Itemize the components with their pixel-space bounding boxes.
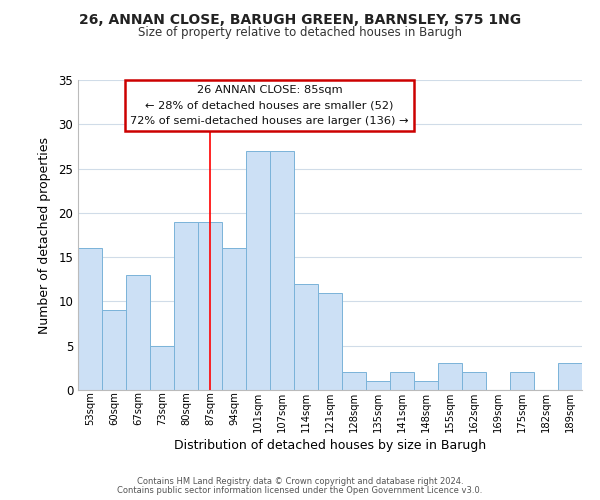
Text: Size of property relative to detached houses in Barugh: Size of property relative to detached ho…: [138, 26, 462, 39]
Bar: [414, 381, 438, 390]
Bar: [198, 222, 222, 390]
Bar: [390, 372, 414, 390]
Bar: [366, 381, 390, 390]
Bar: [318, 292, 342, 390]
Bar: [150, 346, 174, 390]
Y-axis label: Number of detached properties: Number of detached properties: [38, 136, 52, 334]
Bar: [558, 364, 582, 390]
Text: Contains HM Land Registry data © Crown copyright and database right 2024.: Contains HM Land Registry data © Crown c…: [137, 477, 463, 486]
Bar: [510, 372, 534, 390]
Bar: [246, 151, 270, 390]
Text: Contains public sector information licensed under the Open Government Licence v3: Contains public sector information licen…: [118, 486, 482, 495]
Bar: [462, 372, 486, 390]
X-axis label: Distribution of detached houses by size in Barugh: Distribution of detached houses by size …: [174, 438, 486, 452]
Bar: [102, 310, 126, 390]
Bar: [294, 284, 318, 390]
Bar: [342, 372, 366, 390]
Text: 26, ANNAN CLOSE, BARUGH GREEN, BARNSLEY, S75 1NG: 26, ANNAN CLOSE, BARUGH GREEN, BARNSLEY,…: [79, 12, 521, 26]
Bar: [270, 151, 294, 390]
Bar: [438, 364, 462, 390]
Bar: [174, 222, 198, 390]
Text: 26 ANNAN CLOSE: 85sqm
← 28% of detached houses are smaller (52)
72% of semi-deta: 26 ANNAN CLOSE: 85sqm ← 28% of detached …: [130, 84, 409, 126]
Bar: [78, 248, 102, 390]
Bar: [126, 275, 150, 390]
Bar: [222, 248, 246, 390]
